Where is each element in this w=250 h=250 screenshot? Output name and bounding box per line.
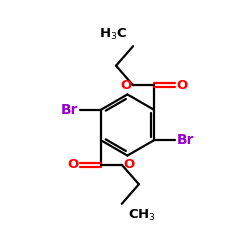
Text: O: O xyxy=(120,79,132,92)
Text: Br: Br xyxy=(176,133,194,147)
Text: O: O xyxy=(176,79,188,92)
Text: CH$_3$: CH$_3$ xyxy=(128,208,156,223)
Text: Br: Br xyxy=(61,103,78,117)
Text: O: O xyxy=(67,158,78,171)
Text: O: O xyxy=(124,158,135,171)
Text: H$_3$C: H$_3$C xyxy=(99,27,127,42)
